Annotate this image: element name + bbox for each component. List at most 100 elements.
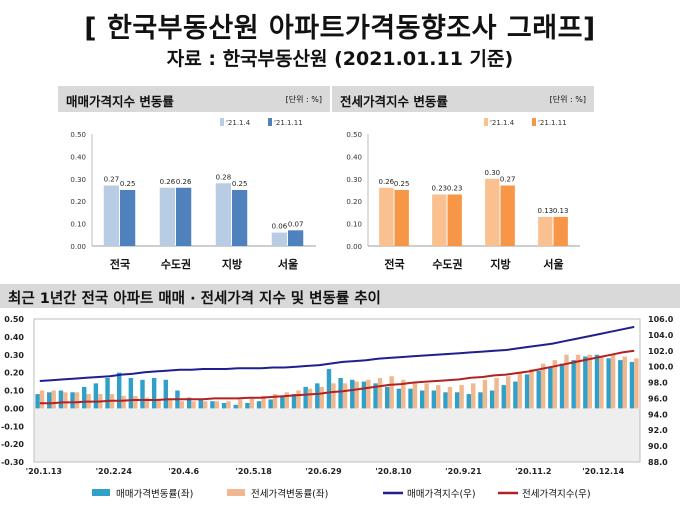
rent-rate-bar [133,395,138,409]
sale-rate-bar [431,390,437,409]
left-y-tick-label: 0.40 [4,333,24,342]
rent-rate-bar [191,401,196,409]
sale-rate-bar [256,401,262,409]
rent-rate-bar [482,379,488,409]
rent-data-label: 0.27 [500,176,516,184]
sale-rate-bar [82,386,87,409]
left-y-tick-label: 0.10 [4,387,24,396]
sale-bar [103,185,119,246]
rent-rate-bar [121,395,126,409]
sale-rate-bar [198,399,203,409]
rent-rate-bar [575,354,581,409]
rent-rate-bar [401,379,406,409]
trend-section-title: 최근 1년간 전국 아파트 매매 · 전세가격 지수 및 변동률 추이 [8,291,381,307]
sale-rate-bar [140,379,145,409]
sale-rate-bar [408,388,413,409]
sale-data-label: 0.06 [272,223,288,231]
rent-rate-bar [517,372,523,409]
sale-rate-bar [280,395,285,409]
sale-rate-bar [128,377,134,409]
right-y-tick-label: 92.0 [648,426,668,435]
sale-rate-bar [303,386,308,409]
sale-rate-bar [385,386,390,409]
rent-data-label: 0.23 [432,184,448,192]
rent-y-tick-label: 0.10 [346,221,362,229]
legend-label: 매매가격변동률(좌) [116,488,193,500]
rent-rate-bar [622,356,627,409]
sale-y-tick-label: 0.20 [70,198,86,206]
sale-rate-bar [548,367,553,409]
rent-y-tick-label: 0.50 [346,131,362,139]
rent-rate-bar [377,377,383,409]
rent-rate-bar [226,401,231,409]
trend-section-header: 최근 1년간 전국 아파트 매매 · 전세가격 지수 및 변동률 추이 [0,284,680,308]
x-tick-label: '20.8.10 [375,467,412,476]
sale-rate-bar [186,397,192,409]
sale-rate-bar [105,377,110,409]
rent-rate-bar [494,377,499,409]
rent-rate-bar [307,388,313,409]
sale-rate-bar [151,377,157,409]
rent-bar [538,216,553,246]
rent-y-tick-label: 0.20 [346,198,362,206]
rent-y-tick-label: 0.30 [346,176,362,184]
sale-rate-bar [524,374,530,409]
rent-rate-bar [261,395,266,409]
rent-rate-bar [272,394,278,409]
sale-rate-bar [629,361,635,409]
rent-rate-bar [354,381,359,409]
rent-rate-bar [610,354,616,409]
right-y-tick-label: 104.0 [648,331,674,340]
rent-category-label: 전국 [384,257,404,271]
trend-combo-chart: 0.50 0.40 0.30 0.20 0.10 0.00 -0.10 -0.20 -0.30 1… [1,315,674,500]
x-tick-label: '20.6.29 [305,467,342,476]
rent-panel-title: 전세가격지수 변동률 [340,94,448,109]
sale-panel-title: 매매가격지수 변동률 [66,94,174,109]
sale-rate-bar [396,388,402,409]
rent-legend-swatch [532,118,536,126]
sale-bar [232,190,248,246]
sale-rate-bar [606,358,611,409]
sale-rate-bar [221,403,227,409]
rent-data-label: 0.13 [538,207,554,215]
x-tick-label: '20.11.2 [515,467,551,476]
page-subtitle: 자료 : 한국부동산원 (2021.01.11 기준) [166,48,514,70]
rent-rate-bar [599,356,604,409]
right-y-tick-label: 94.0 [648,410,668,419]
rent-rate-bar [366,379,371,409]
sale-rate-bar [583,356,588,409]
rent-rate-bar [284,392,289,409]
sale-rate-bar [536,370,541,409]
rent-rate-bar [587,354,592,409]
sale-category-label: 수도권 [161,258,191,271]
left-y-tick-label: -0.20 [1,440,24,449]
sale-bar [120,190,136,246]
rent-rate-bar [51,390,56,409]
sale-legend-swatch [268,118,272,126]
sale-y-tick-label: 0.30 [70,176,86,184]
right-y-tick-label: 98.0 [648,379,668,388]
sale-bar [176,187,192,246]
rent-rate-bar-chart: 0.50 0.40 0.30 0.20 0.10 0.00 '21.1.4 '21.1.11 0… [346,118,580,271]
rent-data-label: 0.25 [394,180,410,188]
sale-panel-header: 매매가격지수 변동률 [단위 : %] [58,86,330,112]
rent-rate-bar [331,383,336,409]
rent-data-label: 0.23 [447,184,463,192]
rent-rate-bar [529,369,534,409]
sale-rate-bar [268,399,273,409]
rent-rate-bar [39,390,45,409]
sale-legend-label: '21.1.11 [274,119,303,127]
sale-rate-bar [93,383,99,409]
rent-category-label: 지방 [490,257,510,271]
left-y-tick-label: -0.30 [1,458,24,467]
negative-region [34,408,640,462]
sale-rate-bar [58,390,64,409]
rent-rate-bar [447,386,453,409]
sale-rate-bar [478,392,483,409]
rent-bar [485,178,500,246]
rent-rate-bar [471,383,476,409]
sale-data-label: 0.26 [160,178,176,186]
rent-legend-label: '21.1.4 [490,119,515,127]
right-y-tick-label: 102.0 [648,347,674,356]
sale-rate-bar [291,394,297,409]
